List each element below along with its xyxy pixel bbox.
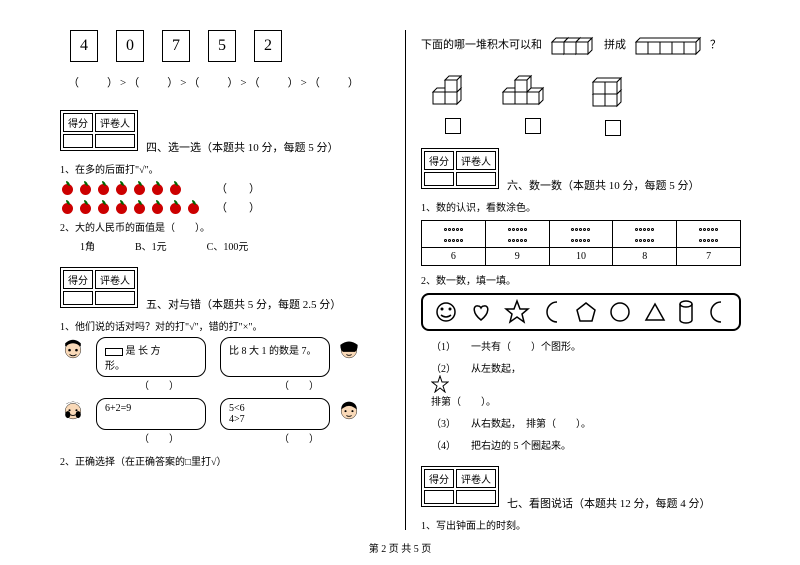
paren-b3: （ ） bbox=[96, 430, 222, 445]
cubes-q: ？ bbox=[710, 36, 721, 52]
cube-target-1 bbox=[548, 30, 598, 58]
bubble-4: 5<6 4>7 bbox=[220, 398, 330, 430]
cubes-text: 下面的哪一堆积木可以和 bbox=[421, 36, 542, 52]
shape-box bbox=[421, 293, 741, 331]
num-box-2: 7 bbox=[162, 30, 190, 62]
score-box-4: 得分评卷人 bbox=[60, 110, 138, 151]
cube-option-2 bbox=[499, 72, 567, 136]
bubble-2: 比 8 大 1 的数是 7。 bbox=[220, 337, 330, 377]
cube-option-3 bbox=[589, 72, 637, 136]
paren-b1: （ ） bbox=[96, 377, 222, 392]
moon2-icon bbox=[707, 300, 727, 324]
paren-b2: （ ） bbox=[236, 377, 362, 392]
checkbox-1[interactable] bbox=[445, 118, 461, 134]
a6-1: （1） 一共有（ ）个图形。 bbox=[431, 338, 750, 353]
triangle-icon bbox=[644, 301, 666, 323]
q5-2: 2、正确选择（在正确答案的□里打√） bbox=[60, 453, 390, 468]
count-3: 8 bbox=[613, 248, 677, 266]
count-2: 10 bbox=[549, 248, 613, 266]
a6-3: （3） 从右数起， 排第（ ）。 bbox=[431, 415, 750, 430]
apple-row-2: （ ） bbox=[60, 199, 390, 215]
q4-2-options: 1角 B、1元 C、100元 bbox=[80, 238, 390, 253]
q6-2: 2、数一数，填一填。 bbox=[421, 272, 750, 287]
q7-1: 1、写出钟面上的时刻。 bbox=[421, 517, 750, 532]
count-4: 7 bbox=[677, 248, 741, 266]
paren-b4: （ ） bbox=[236, 430, 362, 445]
paren-1: （ ） bbox=[216, 180, 260, 196]
count-0: 6 bbox=[422, 248, 486, 266]
face-icon-3 bbox=[60, 398, 86, 426]
a6-2: （2） 从左数起， 排第（ ）。 bbox=[431, 360, 750, 408]
score-box-7: 得分评卷人 bbox=[421, 466, 499, 507]
bubble-3: 6+2=9 bbox=[96, 398, 206, 430]
face-icon-1 bbox=[60, 337, 86, 365]
section4-title: 四、选一选（本题共 10 分，每题 5 分） bbox=[146, 139, 339, 155]
q5-1: 1、他们说的话对吗？对的打"√"，错的打"×"。 bbox=[60, 318, 390, 333]
count-table: 6 9 10 8 7 bbox=[421, 220, 741, 266]
num-box-1: 0 bbox=[116, 30, 144, 62]
face-icon-2 bbox=[336, 337, 362, 365]
cubes-text2: 拼成 bbox=[604, 36, 626, 52]
heart-icon bbox=[470, 301, 492, 323]
star-icon bbox=[504, 299, 530, 325]
bubble-1: 是 长 方 形。 bbox=[96, 337, 206, 377]
pentagon-icon bbox=[575, 301, 597, 323]
section5-title: 五、对与错（本题共 5 分，每题 2.5 分） bbox=[146, 296, 341, 312]
smiley-icon bbox=[435, 301, 457, 323]
cubes-question: 下面的哪一堆积木可以和 拼成 ？ bbox=[421, 30, 750, 58]
q6-1: 1、数的认识，看数涂色。 bbox=[421, 199, 750, 214]
cube-target-2 bbox=[632, 30, 704, 58]
num-box-3: 5 bbox=[208, 30, 236, 62]
num-box-4: 2 bbox=[254, 30, 282, 62]
inequality-line: （ ）>（ ）>（ ）>（ ）>（ ） bbox=[68, 74, 390, 90]
a6-4: （4） 把右边的 5 个圈起来。 bbox=[431, 437, 750, 452]
star-inline-icon bbox=[431, 375, 449, 393]
face-icon-4 bbox=[336, 398, 362, 426]
number-boxes: 4 0 7 5 2 bbox=[70, 30, 390, 62]
q4-1: 1、在多的后面打"√"。 bbox=[60, 161, 390, 176]
circle-icon bbox=[609, 301, 631, 323]
grader-label: 评卷人 bbox=[95, 113, 135, 132]
paren-2: （ ） bbox=[216, 199, 260, 215]
page-footer: 第 2 页 共 5 页 bbox=[0, 540, 800, 555]
count-1: 9 bbox=[485, 248, 549, 266]
moon-icon bbox=[543, 300, 563, 324]
score-label: 得分 bbox=[63, 113, 93, 132]
section7-title: 七、看图说话（本题共 12 分，每题 4 分） bbox=[507, 495, 711, 511]
score-box-5: 得分评卷人 bbox=[60, 267, 138, 308]
checkbox-3[interactable] bbox=[605, 120, 621, 136]
score-box-6: 得分评卷人 bbox=[421, 148, 499, 189]
checkbox-2[interactable] bbox=[525, 118, 541, 134]
cube-option-1 bbox=[429, 72, 477, 136]
q4-2: 2、大的人民币的面值是（ ）。 bbox=[60, 219, 390, 234]
cylinder-icon bbox=[678, 300, 694, 324]
section6-title: 六、数一数（本题共 10 分，每题 5 分） bbox=[507, 177, 700, 193]
num-box-0: 4 bbox=[70, 30, 98, 62]
apple-row-1: （ ） bbox=[60, 180, 390, 196]
